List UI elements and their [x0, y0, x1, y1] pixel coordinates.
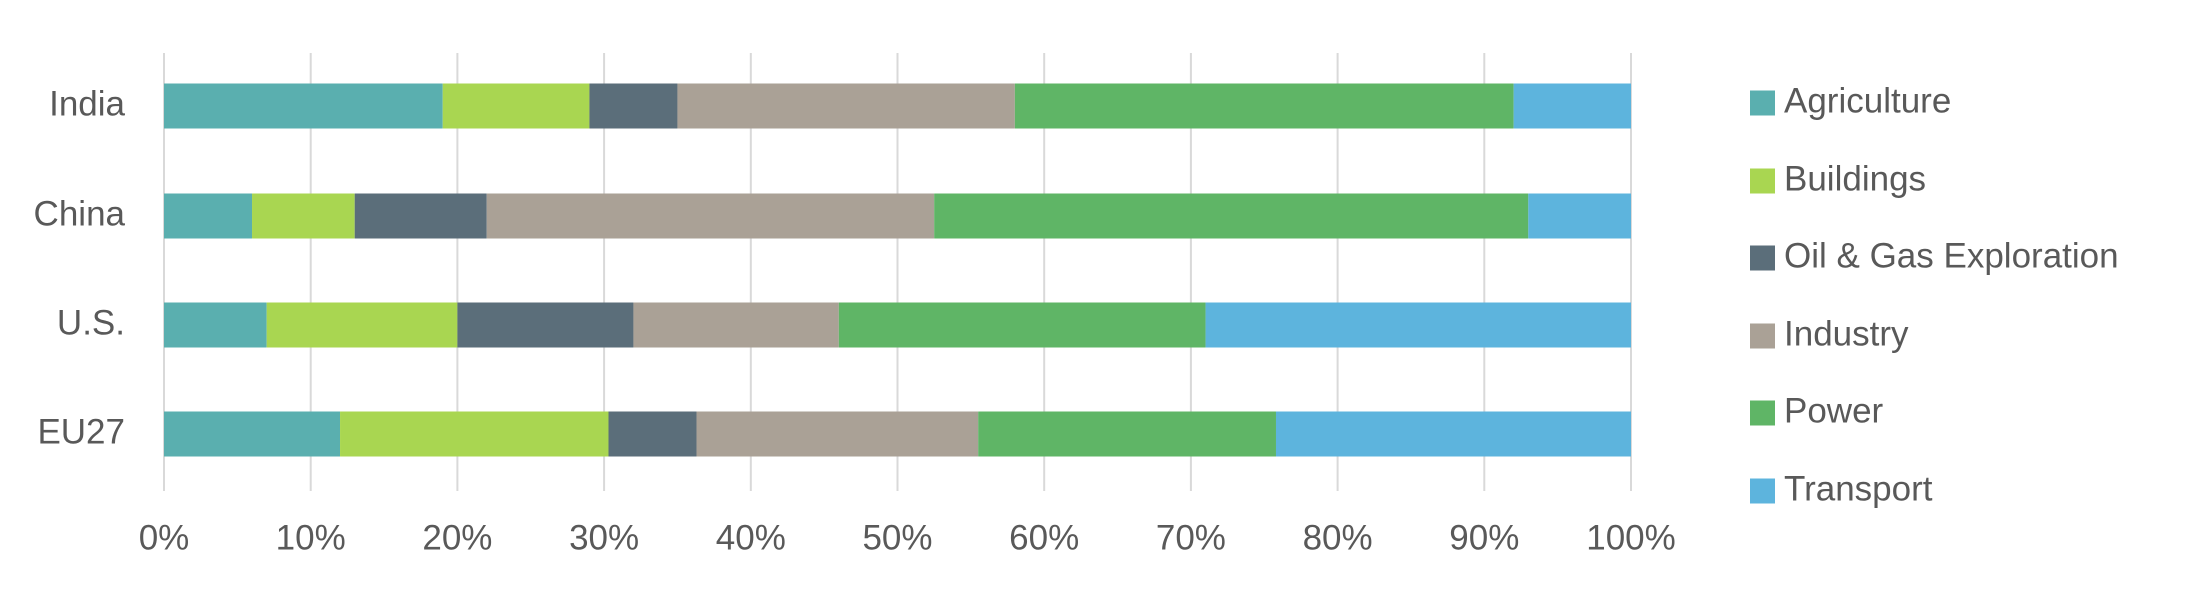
x-tick-label: 30% [569, 518, 639, 557]
y-tick-label: U.S. [57, 303, 125, 342]
x-tick-label: 40% [716, 518, 786, 557]
legend-swatch [1750, 245, 1775, 271]
x-tick-label: 90% [1449, 518, 1519, 557]
legend-swatch [1750, 478, 1775, 504]
legend-swatch [1750, 400, 1775, 426]
y-tick-label: China [34, 194, 126, 233]
bar-segment [677, 83, 1015, 129]
legend-label: Industry [1784, 314, 1909, 353]
x-tick-label: 70% [1156, 518, 1226, 557]
bar-segment [589, 83, 678, 129]
legend-label: Transport [1784, 469, 1933, 508]
legend-swatch [1750, 168, 1775, 194]
bar-segment [164, 193, 253, 239]
bar-segment [1513, 83, 1631, 129]
x-tick-label: 80% [1303, 518, 1373, 557]
bar-segment [164, 411, 341, 457]
x-tick-label: 0% [139, 518, 190, 557]
legend-label: Buildings [1784, 159, 1926, 198]
bar-segment [457, 302, 634, 348]
bar-segment [1275, 411, 1631, 457]
legend-label: Power [1784, 391, 1884, 430]
x-tick-label: 20% [422, 518, 492, 557]
bar-segment [633, 302, 839, 348]
y-tick-label: India [49, 84, 125, 123]
bar-segment [266, 302, 458, 348]
bar-segment [696, 411, 979, 457]
x-tick-label: 50% [862, 518, 932, 557]
legend-swatch [1750, 90, 1775, 116]
bar-segment [1205, 302, 1631, 348]
bar-segment [442, 83, 590, 129]
bar-segment [252, 193, 355, 239]
legend-label: Agriculture [1784, 81, 1951, 120]
bar-segment [164, 83, 443, 129]
x-tick-label: 100% [1586, 518, 1676, 557]
legend-label: Oil & Gas Exploration [1784, 236, 2119, 275]
bar-segment [340, 411, 609, 457]
bar-segment [838, 302, 1206, 348]
bar-segment [486, 193, 935, 239]
bar-segment [164, 302, 267, 348]
bar-segment [934, 193, 1529, 239]
bar-segment [978, 411, 1276, 457]
legend-swatch [1750, 323, 1775, 349]
bar-segment [354, 193, 487, 239]
bar-segment [1528, 193, 1631, 239]
bar-segment [1014, 83, 1514, 129]
x-tick-label: 60% [1009, 518, 1079, 557]
x-tick-label: 10% [276, 518, 346, 557]
bar-segment [608, 411, 697, 457]
y-tick-label: EU27 [37, 412, 125, 451]
